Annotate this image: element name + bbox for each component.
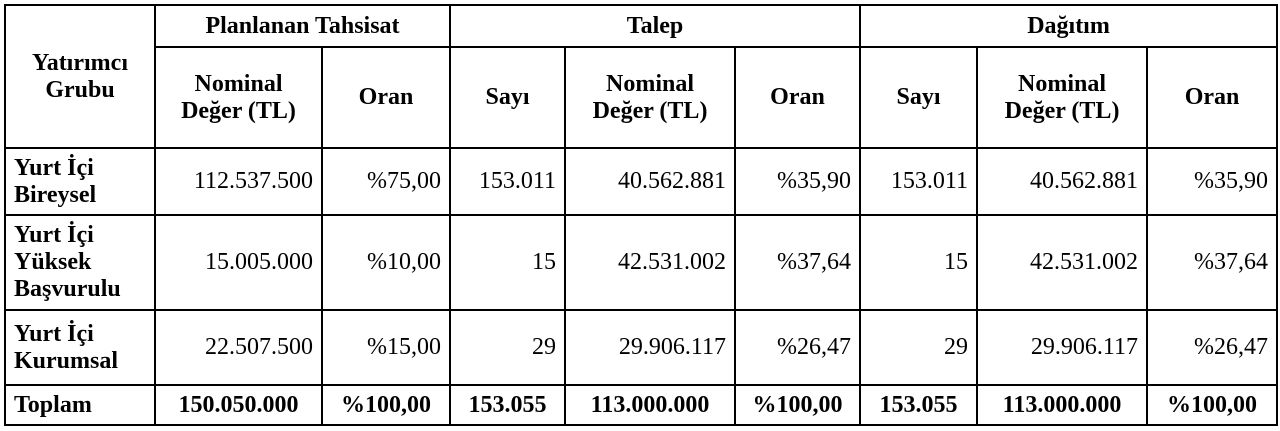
cell: 42.531.002 — [976, 214, 1149, 311]
cell: 22.507.500 — [154, 309, 323, 386]
cell: %35,90 — [734, 147, 862, 216]
subheader: Nominal Değer (TL) — [154, 46, 323, 149]
cell: 112.537.500 — [154, 147, 323, 216]
cell: 29 — [859, 309, 979, 386]
group-title: Talep — [449, 4, 862, 48]
subheader: Sayı — [449, 46, 567, 149]
total-cell: 153.055 — [449, 384, 567, 426]
header-row: Yatırımcı Grubu Planlanan Tahsisat Talep Da… — [4, 4, 1279, 149]
row-label: Yurt İçi Bireysel — [4, 147, 156, 216]
cell: %37,64 — [734, 214, 862, 311]
cell: %26,47 — [1146, 309, 1279, 386]
data-row: Yurt İçi Bireysel 112.537.500 %75,00 153.01… — [4, 147, 1279, 216]
cell: %26,47 — [734, 309, 862, 386]
total-cell: %100,00 — [734, 384, 862, 426]
subheader: Oran — [320, 46, 452, 149]
total-row: Toplam 150.050.000 %100,00 153.055 113.000.0… — [4, 384, 1279, 426]
total-cell: 113.000.000 — [564, 384, 737, 426]
cell: 29.906.117 — [564, 309, 737, 386]
row-label: Yurt İçi Kurumsal — [4, 309, 156, 386]
group-title: Dağıtım — [859, 4, 1279, 48]
row-label: Yurt İçi Yüksek Başvurulu — [4, 214, 156, 311]
cell: 153.011 — [449, 147, 567, 216]
subheader: Oran — [734, 46, 862, 149]
cell: %10,00 — [320, 214, 452, 311]
cell: 153.011 — [859, 147, 979, 216]
total-cell: 153.055 — [859, 384, 979, 426]
cell: 42.531.002 — [564, 214, 737, 311]
subheader-row: Nominal Değer (TL) Oran Sayı Nominal Değer … — [5, 46, 1279, 149]
data-row: Yurt İçi Kurumsal 22.507.500 %15,00 29 29.90… — [4, 309, 1279, 386]
group-header: Yatırımcı Grubu — [4, 4, 156, 149]
table-body: Yatırımcı Grubu Planlanan Tahsisat Talep Da… — [4, 4, 1279, 426]
cell: 15 — [449, 214, 567, 311]
cell: 15.005.000 — [154, 214, 323, 311]
total-label: Toplam — [4, 384, 156, 426]
cell: 29 — [449, 309, 567, 386]
cell: %75,00 — [320, 147, 452, 216]
subheader: Oran — [1146, 46, 1279, 149]
total-cell: %100,00 — [320, 384, 452, 426]
cell: 15 — [859, 214, 979, 311]
cell: 40.562.881 — [564, 147, 737, 216]
total-cell: 150.050.000 — [154, 384, 323, 426]
cell: 40.562.881 — [976, 147, 1149, 216]
cell: %35,90 — [1146, 147, 1279, 216]
subheader: Nominal Değer (TL) — [976, 46, 1149, 149]
cell: %15,00 — [320, 309, 452, 386]
data-row: Yurt İçi Yüksek Başvurulu 15.005.000 %10,0… — [4, 214, 1279, 311]
group-title: Planlanan Tahsisat — [153, 4, 452, 48]
total-cell: %100,00 — [1146, 384, 1279, 426]
allocation-table: Yatırımcı Grubu Planlanan Tahsisat Talep Da… — [4, 4, 1279, 426]
total-cell: 113.000.000 — [976, 384, 1149, 426]
subheader: Nominal Değer (TL) — [564, 46, 737, 149]
subheader: Sayı — [859, 46, 979, 149]
cell: %37,64 — [1146, 214, 1279, 311]
cell: 29.906.117 — [976, 309, 1149, 386]
